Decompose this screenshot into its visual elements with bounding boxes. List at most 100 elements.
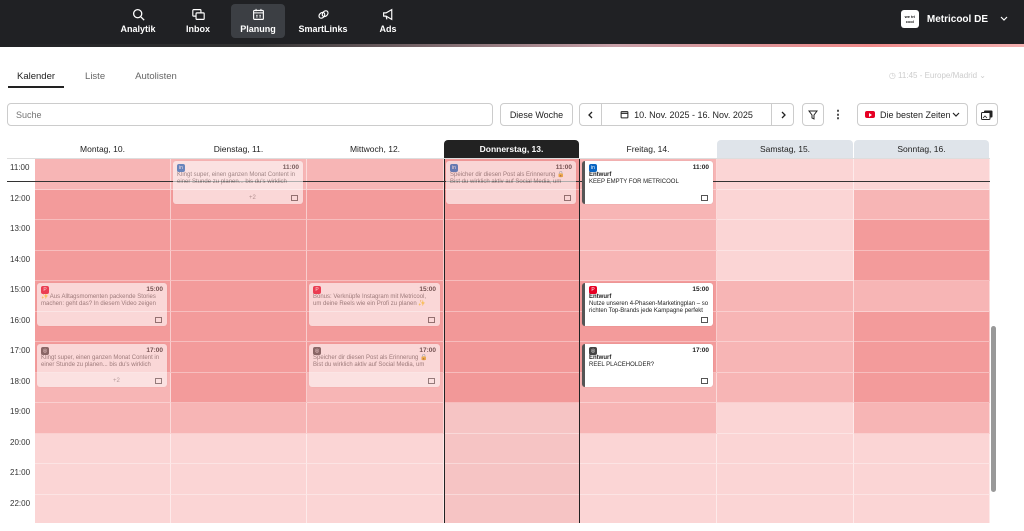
preview-icon[interactable] [155, 317, 162, 323]
time-slot[interactable] [171, 372, 307, 403]
time-slot[interactable] [444, 494, 580, 523]
time-slot[interactable] [444, 372, 580, 403]
time-slot[interactable] [35, 220, 171, 251]
post-card[interactable]: P 15:00 Entwurf Nutze unseren 4-Phasen-Mark… [582, 283, 713, 326]
time-slot[interactable] [717, 403, 854, 434]
preview-icon[interactable] [701, 317, 708, 323]
post-card[interactable]: in 11:00 Klingt super, einen ganzen Monat … [173, 161, 303, 204]
time-slot[interactable] [717, 464, 854, 495]
tab-autolists[interactable]: Autolisten [135, 71, 177, 82]
time-slot[interactable] [444, 403, 580, 434]
time-slot[interactable] [717, 372, 854, 403]
this-week-button[interactable]: Diese Woche [500, 103, 573, 126]
export-button[interactable] [976, 103, 998, 126]
time-slot[interactable] [854, 372, 990, 403]
next-week-button[interactable] [771, 103, 793, 126]
time-slot[interactable] [171, 311, 307, 342]
time-slot[interactable] [717, 342, 854, 373]
time-slot[interactable] [580, 494, 717, 523]
time-slot[interactable] [307, 250, 444, 281]
time-slot[interactable] [854, 311, 990, 342]
nav-smartlinks[interactable]: SmartLinks [296, 4, 350, 38]
search-input[interactable] [7, 103, 493, 126]
post-card[interactable]: P 15:00 Bonus: Verknüpfe Instagram mit Met… [309, 283, 440, 326]
date-range-display[interactable]: 10. Nov. 2025 - 16. Nov. 2025 [620, 110, 753, 120]
post-card[interactable]: P 15:00 ✨ Aus Alltagsmomenten packende Sto… [37, 283, 167, 326]
tab-list[interactable]: Liste [85, 71, 106, 82]
time-slot[interactable] [580, 220, 717, 251]
time-slot[interactable] [854, 189, 990, 220]
day-header[interactable]: Sonntag, 16. [854, 140, 989, 158]
time-slot[interactable] [35, 494, 171, 523]
preview-icon[interactable] [291, 195, 298, 201]
time-slot[interactable] [854, 281, 990, 312]
time-slot[interactable] [35, 464, 171, 495]
time-slot[interactable] [307, 159, 444, 190]
time-slot[interactable] [854, 433, 990, 464]
time-slot[interactable] [854, 250, 990, 281]
time-slot[interactable] [444, 250, 580, 281]
time-slot[interactable] [580, 250, 717, 281]
time-slot[interactable] [307, 403, 444, 434]
time-slot[interactable] [717, 494, 854, 523]
preview-icon[interactable] [428, 317, 435, 323]
more-options-button[interactable]: ⋮ [828, 103, 848, 126]
time-slot[interactable] [580, 464, 717, 495]
nav-inbox[interactable]: Inbox [176, 4, 220, 38]
time-slot[interactable] [171, 342, 307, 373]
time-slot[interactable] [35, 250, 171, 281]
time-slot[interactable] [717, 159, 854, 190]
time-slot[interactable] [717, 311, 854, 342]
time-slot[interactable] [717, 189, 854, 220]
time-slot[interactable] [717, 433, 854, 464]
time-slot[interactable] [717, 220, 854, 251]
time-slot[interactable] [307, 189, 444, 220]
time-slot[interactable] [444, 433, 580, 464]
timezone-selector[interactable]: ◷ 11:45 - Europe/Madrid ⌄ [888, 71, 986, 80]
time-slot[interactable] [717, 281, 854, 312]
day-header[interactable]: Freitag, 14. [626, 144, 670, 154]
calendar-scrollbar[interactable] [990, 158, 997, 522]
nav-analytics[interactable]: Analytik [112, 4, 164, 38]
tab-calendar[interactable]: Kalender [8, 68, 65, 88]
preview-icon[interactable] [155, 378, 162, 384]
time-slot[interactable] [171, 433, 307, 464]
time-slot[interactable] [444, 342, 580, 373]
day-header[interactable]: Montag, 10. [80, 144, 125, 154]
post-card[interactable]: ◎ 17:00 Entwurf REEL PLACEHOLDER? [582, 344, 713, 387]
time-slot[interactable] [171, 220, 307, 251]
time-slot[interactable] [854, 403, 990, 434]
time-slot[interactable] [444, 464, 580, 495]
time-slot[interactable] [854, 342, 990, 373]
time-slot[interactable] [171, 464, 307, 495]
previous-week-button[interactable] [580, 103, 602, 126]
time-slot[interactable] [854, 220, 990, 251]
time-slot[interactable] [307, 220, 444, 251]
post-card[interactable]: in 11:00 Entwurf KEEP EMPTY FOR METRICOOL [582, 161, 713, 204]
preview-icon[interactable] [564, 195, 571, 201]
time-slot[interactable] [854, 464, 990, 495]
day-header[interactable]: Donnerstag, 13. [444, 140, 579, 158]
time-slot[interactable] [35, 403, 171, 434]
time-slot[interactable] [307, 494, 444, 523]
day-header[interactable]: Dienstag, 11. [213, 144, 264, 154]
time-slot[interactable] [35, 189, 171, 220]
account-switcher[interactable]: we tri cool Metricool DE [900, 10, 988, 28]
time-slot[interactable] [307, 433, 444, 464]
time-slot[interactable] [717, 250, 854, 281]
time-slot[interactable] [171, 281, 307, 312]
time-slot[interactable] [35, 159, 171, 190]
time-slot[interactable] [444, 220, 580, 251]
time-slot[interactable] [854, 159, 990, 190]
preview-icon[interactable] [701, 378, 708, 384]
time-slot[interactable] [854, 494, 990, 523]
day-header[interactable]: Samstag, 15. [717, 140, 853, 158]
time-slot[interactable] [580, 433, 717, 464]
filter-button[interactable] [802, 103, 824, 126]
time-slot[interactable] [580, 403, 717, 434]
time-slot[interactable] [171, 403, 307, 434]
post-card[interactable]: in 11:00 Speicher dir diesen Post als Erin… [446, 161, 576, 204]
preview-icon[interactable] [701, 195, 708, 201]
best-times-dropdown[interactable]: Die besten Zeiten [857, 103, 968, 126]
day-header[interactable]: Mittwoch, 12. [349, 144, 401, 154]
